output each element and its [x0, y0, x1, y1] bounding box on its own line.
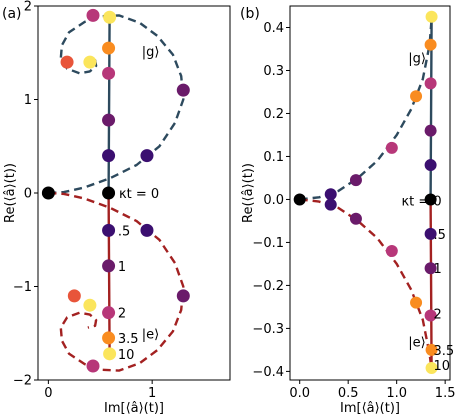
data-point: [425, 343, 438, 356]
data-point: [140, 149, 154, 163]
y-axis-label: Re(⟨â⟩(t)): [3, 163, 18, 223]
y-tick-label: 2: [24, 0, 32, 15]
data-point: [102, 113, 116, 127]
x-axis-label: Im[⟨â⟩(t)]: [104, 401, 164, 416]
y-axis-label: Re(⟨â⟩(t)): [241, 163, 256, 223]
x-tick-label: 0.0: [289, 386, 310, 401]
data-point: [385, 245, 398, 258]
data-point: [424, 124, 437, 137]
data-point: [140, 223, 154, 237]
dashed-trajectory-blue: [48, 14, 185, 195]
y-tick-label: −1: [13, 280, 32, 295]
data-point: [102, 41, 116, 55]
data-point: [424, 309, 437, 322]
annotation: |g⟩: [408, 52, 426, 67]
x-tick-label: 1.5: [435, 386, 456, 401]
data-point: [102, 66, 116, 80]
data-point: [103, 347, 117, 361]
y-tick-label: 0.2: [263, 107, 284, 122]
data-point: [41, 186, 55, 200]
data-point: [424, 77, 437, 90]
data-point: [102, 186, 116, 200]
y-tick-label: −0.4: [252, 365, 284, 380]
annotation: 10: [118, 348, 135, 363]
data-point: [425, 361, 438, 374]
data-point: [425, 10, 438, 23]
data-point: [324, 188, 337, 201]
annotation: .5: [118, 224, 130, 239]
annotation: 2: [118, 307, 126, 322]
annotation: κt = 0: [402, 195, 442, 210]
data-point: [424, 262, 437, 275]
panel-b: 0.0 0.5 1.0 1.5−0.4−0.3−0.2−0.10.00.10.20.3…: [240, 5, 456, 416]
data-point: [349, 212, 362, 225]
data-point: [83, 55, 97, 69]
data-point: [103, 10, 117, 24]
y-tick-label: 0: [24, 187, 32, 202]
y-tick-label: −0.3: [252, 322, 284, 337]
annotation: 3.5: [118, 332, 139, 347]
data-point: [424, 38, 437, 51]
data-point: [424, 227, 437, 240]
panel-a: 0 1 −2 −1 0 1 2 Im[⟨â⟩(t)] Re(⟨â⟩(t)) (a) κt = 0 .5…: [2, 0, 231, 416]
y-tick-label: 0.0: [263, 193, 284, 208]
y-tick-label: 1: [24, 93, 32, 108]
panel-label: (b): [240, 6, 260, 22]
annotation: 1: [118, 260, 126, 275]
data-point: [176, 83, 190, 97]
annotation: 10: [434, 359, 451, 374]
y-tick-label: 0.1: [263, 150, 284, 165]
data-point: [60, 55, 74, 69]
annotation: |e⟩: [408, 335, 425, 350]
annotation: 2: [434, 307, 442, 322]
annotation: .5: [434, 228, 446, 243]
annotation: 3.5: [434, 344, 455, 359]
y-tick-label: 0.3: [263, 64, 284, 79]
data-point: [424, 193, 437, 206]
annotation: |e⟩: [142, 327, 159, 342]
solid-trajectory-red: [429, 198, 433, 371]
panel-label: (a): [2, 6, 22, 22]
data-point: [102, 331, 116, 345]
annotation: |g⟩: [142, 45, 160, 60]
dashed-trajectory-blue: [299, 18, 433, 201]
dashed-trajectory-red: [48, 191, 185, 372]
y-tick-label: −0.1: [252, 236, 284, 251]
x-tick-label: 0: [44, 386, 52, 401]
data-point: [410, 90, 423, 103]
data-point: [324, 198, 337, 211]
x-tick-label: 0.5: [338, 386, 359, 401]
data-point: [83, 298, 97, 312]
solid-trajectory-red: [107, 191, 111, 355]
axes-frame: [289, 5, 451, 381]
x-tick-label: 1.0: [386, 386, 407, 401]
data-point: [102, 306, 116, 320]
data-point: [176, 289, 190, 303]
data-point: [102, 149, 116, 163]
x-tick-label: 1: [148, 386, 156, 401]
data-point: [410, 296, 423, 309]
x-axis-label: Im[⟨â⟩(t)]: [340, 401, 400, 416]
data-point: [86, 8, 100, 22]
data-point: [102, 259, 116, 273]
data-point: [349, 174, 362, 187]
data-point: [67, 289, 81, 303]
data-point: [385, 141, 398, 154]
y-tick-label: −0.2: [252, 279, 284, 294]
data-point: [293, 193, 306, 206]
y-tick-label: −2: [13, 374, 32, 389]
annotation: 1: [434, 262, 442, 277]
data-point: [424, 159, 437, 172]
data-point: [86, 359, 100, 373]
y-tick-label: 0.4: [263, 21, 284, 36]
data-point: [102, 223, 116, 237]
annotation: κt = 0: [119, 187, 159, 202]
